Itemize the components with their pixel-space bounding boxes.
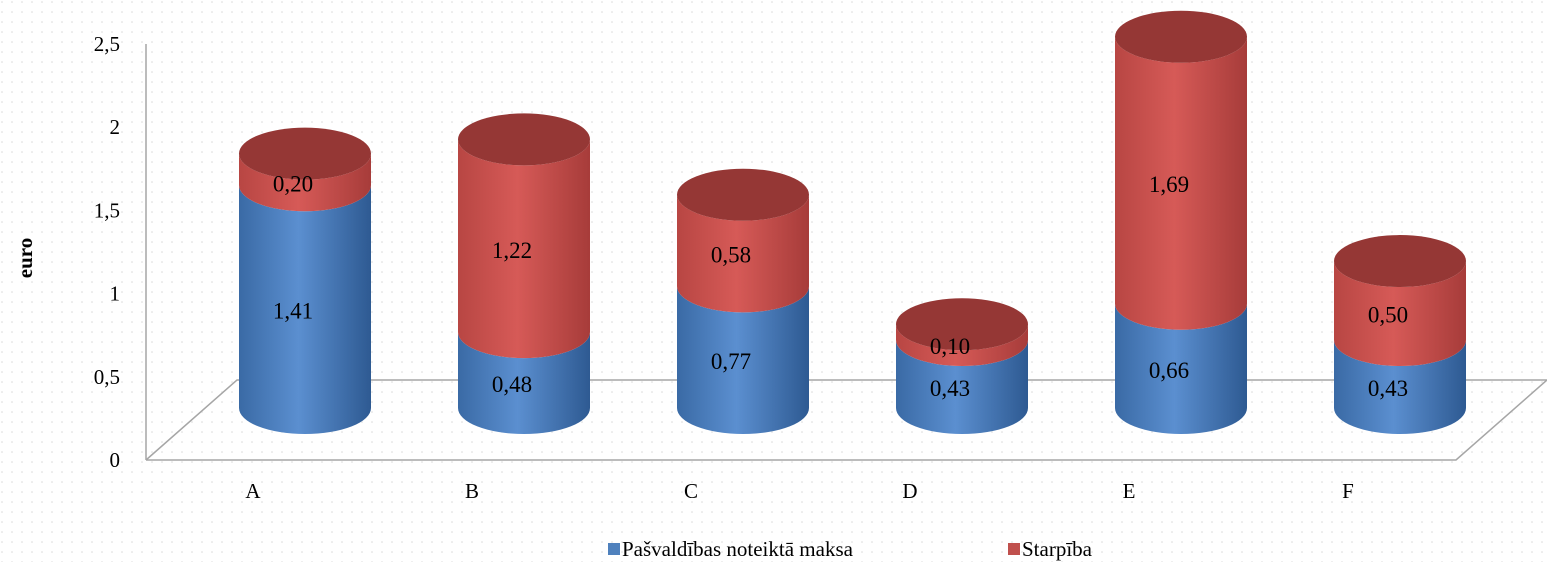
bar-group-d: 0,43 0,10	[896, 298, 1028, 434]
y-tick-label: 0	[110, 448, 121, 472]
bar-group-f: 0,43 0,50	[1334, 235, 1466, 434]
bar-group-a: 1,41 0,20	[239, 127, 371, 434]
x-tick-label-b: B	[465, 479, 479, 503]
legend-swatch-pasvaldibas	[608, 543, 620, 555]
data-label-pasvaldibas-d: 0,43	[930, 376, 970, 401]
bar-top-a	[239, 127, 371, 180]
data-label-starpiba-f: 0,50	[1368, 303, 1408, 328]
data-label-starpiba-d: 0,10	[930, 334, 970, 359]
data-label-starpiba-e: 1,69	[1149, 172, 1189, 197]
y-tick-label: 2	[110, 115, 121, 139]
data-label-pasvaldibas-c: 0,77	[711, 349, 751, 374]
y-tick-label: 1	[110, 282, 121, 306]
data-label-pasvaldibas-e: 0,66	[1149, 358, 1189, 383]
y-tick-label: 2,5	[94, 32, 120, 56]
bar-group-b: 0,48 1,22	[458, 113, 590, 434]
bar-top-d	[896, 298, 1028, 351]
bar-starpiba-c	[677, 194, 809, 313]
floor-front-edge	[146, 379, 1547, 461]
y-tick-label: 1,5	[94, 198, 120, 222]
x-tick-label-a: A	[245, 479, 261, 503]
bar-pasvaldibas-a	[239, 185, 371, 434]
bar-pasvaldibas-e	[1115, 303, 1247, 434]
bar-top-c	[677, 168, 809, 221]
bar-starpiba-d	[896, 324, 1028, 367]
bar-pasvaldibas-b	[458, 332, 590, 434]
bar-top-b	[458, 113, 590, 166]
bar-top-f	[1334, 235, 1466, 288]
legend-label-pasvaldibas: Pašvaldības noteiktā maksa	[622, 537, 854, 561]
y-axis-ticks: 0 0,5 1 1,5 2 2,5	[94, 32, 120, 472]
bar-top-e	[1115, 10, 1247, 63]
y-tick-label: 0,5	[94, 365, 120, 389]
data-label-starpiba-c: 0,58	[711, 243, 751, 268]
y-axis-label: euro	[13, 238, 37, 278]
x-tick-label-c: C	[684, 479, 698, 503]
bar-pasvaldibas-d	[896, 340, 1028, 434]
bars: 1,41 0,20 0,48 1,22 0,77 0,58 0,43 0,10 0,66 1,69…	[239, 10, 1466, 434]
bar-starpiba-a	[239, 153, 371, 212]
bar-starpiba-f	[1334, 261, 1466, 367]
legend: Pašvaldības noteiktā maksa Starpība	[608, 537, 1093, 561]
x-tick-label-d: D	[902, 479, 917, 503]
bar-group-e: 0,66 1,69	[1115, 10, 1247, 434]
floor-back-edge	[145, 379, 1547, 461]
chart-axes	[145, 44, 1547, 461]
category-labels: A B C D E F	[245, 479, 1353, 503]
legend-swatch-starpiba	[1008, 543, 1020, 555]
bar-pasvaldibas-f	[1334, 340, 1466, 434]
data-label-starpiba-b: 1,22	[492, 238, 532, 263]
bar-starpiba-e	[1115, 36, 1247, 330]
bar-pasvaldibas-c	[677, 286, 809, 434]
data-label-pasvaldibas-a: 1,41	[273, 299, 313, 324]
bar-starpiba-b	[458, 139, 590, 359]
legend-label-starpiba: Starpība	[1022, 537, 1093, 561]
data-label-starpiba-a: 0,20	[273, 171, 313, 196]
x-tick-label-e: E	[1123, 479, 1136, 503]
bar-group-c: 0,77 0,58	[677, 168, 809, 434]
x-tick-label-f: F	[1342, 479, 1354, 503]
data-label-pasvaldibas-f: 0,43	[1368, 376, 1408, 401]
data-label-pasvaldibas-b: 0,48	[492, 372, 532, 397]
